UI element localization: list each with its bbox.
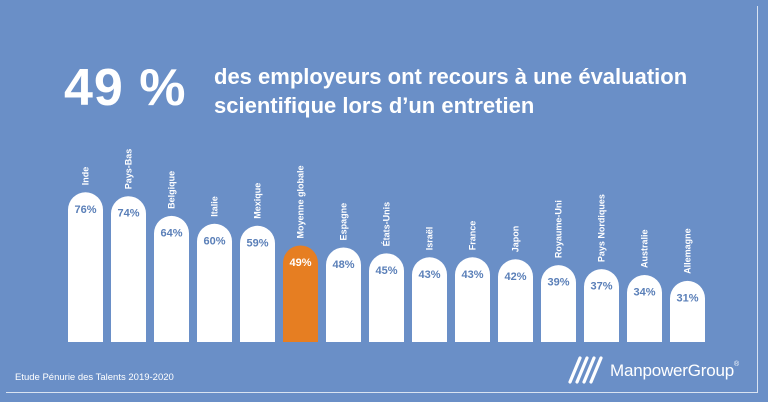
value-label: 76%	[74, 204, 96, 216]
brand-name: ManpowerGroup®	[610, 361, 739, 381]
bar--tats-unis	[369, 253, 404, 342]
value-label: 31%	[676, 292, 698, 304]
bar-moyenne-globale	[283, 245, 318, 342]
value-label: 43%	[461, 269, 483, 281]
bar-allemagne	[670, 280, 705, 342]
category-label: Inde	[81, 167, 91, 186]
category-label: Moyenne globale	[296, 165, 306, 238]
category-label: États-Unis	[382, 202, 392, 247]
category-label: Royaume-Uni	[554, 200, 564, 258]
category-label: Allemagne	[683, 228, 693, 274]
bar-pays-nordiques	[584, 269, 619, 342]
headline-line-2: scientifique lors d’un entretien	[214, 93, 535, 118]
headline-line-1: des employeurs ont recours à une évaluat…	[214, 64, 688, 89]
bar-royaume-uni	[541, 265, 576, 342]
value-label: 48%	[332, 259, 354, 271]
headline: des employeurs ont recours à une évaluat…	[214, 62, 687, 120]
category-label: Mexique	[253, 183, 263, 219]
value-label: 64%	[160, 227, 182, 239]
bar-inde	[68, 192, 103, 342]
bar-france	[455, 257, 490, 342]
bar-japon	[498, 259, 533, 342]
category-label: Pays-Bas	[124, 149, 134, 190]
value-label: 42%	[504, 271, 526, 283]
source-note: Etude Pénurie des Talents 2019-2020	[15, 372, 174, 383]
category-label: Belgique	[167, 171, 177, 209]
category-label: France	[468, 221, 478, 251]
value-label: 49%	[289, 257, 311, 269]
manpowergroup-logo-icon	[568, 356, 603, 384]
category-label: Japon	[511, 226, 521, 253]
value-label: 34%	[633, 287, 655, 299]
bar-pays-bas	[111, 196, 146, 342]
bar-espagne	[326, 247, 361, 342]
value-label: 60%	[203, 235, 225, 247]
registered-mark: ®	[734, 361, 739, 368]
bar-italie	[197, 223, 232, 342]
value-label: 74%	[117, 208, 139, 220]
headline-stat: 49 %	[64, 59, 187, 117]
value-label: 39%	[547, 277, 569, 289]
category-label: Australie	[640, 230, 650, 269]
category-label: Pays Nordiques	[597, 194, 607, 262]
category-label: Israël	[425, 227, 435, 251]
bar-australie	[627, 275, 662, 342]
value-label: 59%	[246, 237, 268, 249]
value-label: 37%	[590, 281, 612, 293]
value-label: 43%	[418, 269, 440, 281]
bar-mexique	[240, 225, 275, 342]
value-label: 45%	[375, 265, 397, 277]
category-label: Espagne	[339, 203, 349, 241]
frame-border	[6, 6, 758, 393]
category-label: Italie	[210, 196, 220, 217]
brand-text: ManpowerGroup	[610, 361, 735, 380]
bar-isra-l	[412, 257, 447, 342]
bar-belgique	[154, 215, 189, 342]
